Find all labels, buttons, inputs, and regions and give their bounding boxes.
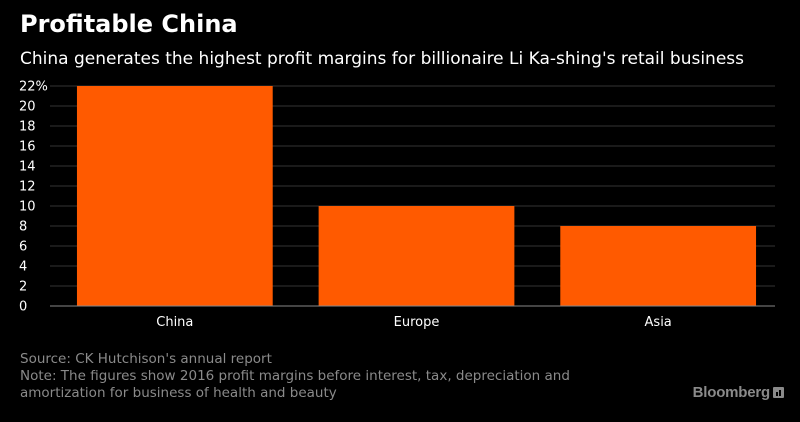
- bar-chart: 0 2 4 6 8 10 12 14 16 18 20 22% China Europe Asia: [19, 80, 775, 330]
- y-tick-label: 6: [19, 240, 27, 255]
- bloomberg-logo: Bloomberg: [693, 384, 784, 401]
- y-tick-label: 8: [19, 220, 27, 235]
- y-tick-label: 2: [19, 280, 27, 295]
- y-tick-label: 20: [19, 100, 36, 115]
- bloomberg-logo-icon: [773, 387, 784, 398]
- bar-europe: [318, 206, 515, 306]
- brand-name: Bloomberg: [692, 384, 771, 401]
- y-tick-label: 16: [19, 140, 36, 155]
- y-tick-label: 14: [19, 160, 36, 175]
- note-line-1: Note: The figures show 2016 profit margi…: [20, 368, 570, 384]
- chart-footer: Source: CK Hutchison's annual report Not…: [20, 351, 570, 402]
- y-tick-label: 10: [19, 200, 36, 215]
- x-tick-label: Asia: [645, 315, 672, 330]
- x-tick-label: Europe: [394, 315, 440, 330]
- chart-subtitle: China generates the highest profit margi…: [20, 49, 745, 69]
- x-tick-label: China: [156, 315, 193, 330]
- y-tick-label: 12: [19, 180, 36, 195]
- bar-china: [76, 86, 273, 306]
- y-tick-label: 18: [19, 120, 36, 135]
- y-tick-label: 0: [19, 300, 27, 315]
- y-tick-label: 4: [19, 260, 27, 275]
- source-note: Source: CK Hutchison's annual report: [20, 351, 272, 367]
- note-line-2: amortization for business of health and …: [20, 385, 337, 401]
- chart-title: Profitable China: [20, 10, 238, 38]
- y-tick-label: 22%: [19, 80, 48, 95]
- bar-asia: [560, 226, 757, 306]
